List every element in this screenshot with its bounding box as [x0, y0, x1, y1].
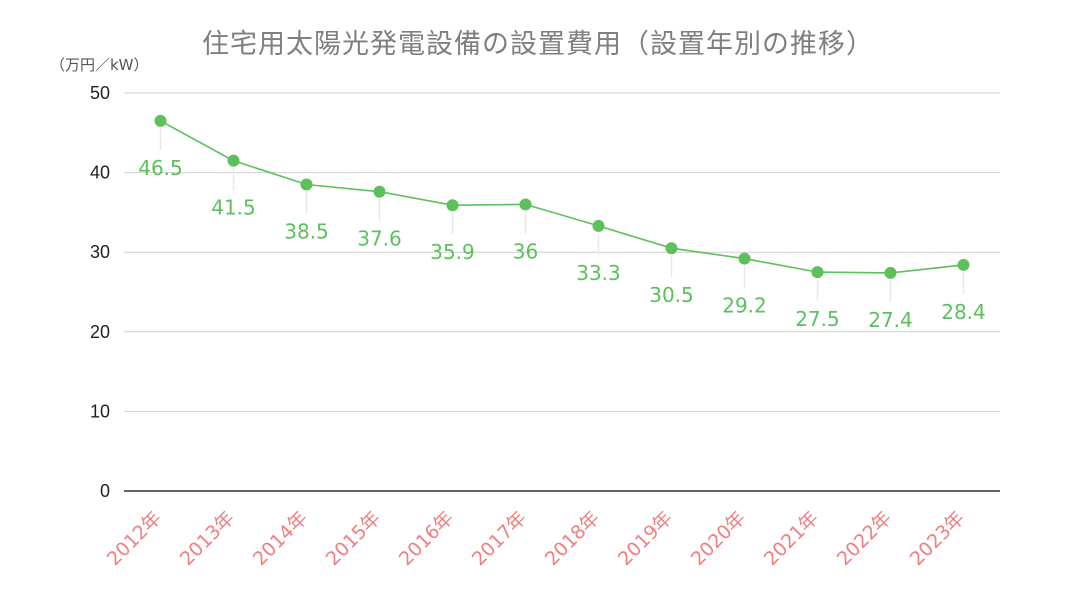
data-point: [738, 252, 751, 265]
data-point: [884, 266, 897, 279]
data-point: [811, 266, 824, 279]
data-point: [373, 185, 386, 198]
y-tick-label: 50: [90, 83, 110, 103]
x-tick-label: 2020年: [687, 507, 750, 570]
data-point: [154, 114, 167, 127]
data-label: 46.5: [138, 156, 183, 180]
data-labels: 46.5 41.5 38.5 37.6 35.9 36 33.3 30.5 29.2 27.5 27…: [138, 127, 986, 332]
series-line: [160, 120, 964, 274]
y-tick-label: 40: [90, 163, 110, 183]
data-point: [227, 154, 240, 167]
x-tick-label: 2018年: [541, 507, 604, 570]
data-point: [592, 219, 605, 232]
data-label: 37.6: [357, 227, 402, 251]
x-tick-label: 2017年: [468, 507, 531, 570]
x-tick-label: 2012年: [103, 507, 166, 570]
data-point: [519, 198, 532, 211]
data-points: [154, 114, 970, 279]
data-label: 36: [513, 239, 538, 263]
data-point: [446, 199, 459, 212]
x-tick-label: 2016年: [395, 507, 458, 570]
data-label: 29.2: [722, 294, 767, 318]
series-path: [160, 120, 964, 274]
data-label: 27.4: [868, 308, 913, 332]
y-tick-label: 30: [90, 242, 110, 262]
data-label: 28.4: [941, 300, 986, 324]
x-axis: 2012年 2013年 2014年 2015年 2016年 2017年 2018年 2019年…: [103, 490, 1000, 570]
x-tick-label: 2013年: [176, 507, 239, 570]
chart-title: 住宅用太陽光発電設備の設置費用（設置年別の推移）: [202, 29, 874, 60]
x-tick-label: 2023年: [906, 507, 969, 570]
gridlines: [124, 92, 1000, 412]
y-axis-unit-label: （万円／kW）: [50, 56, 149, 74]
data-label: 41.5: [211, 196, 256, 220]
data-label: 38.5: [284, 220, 329, 244]
y-axis: 0 10 20 30 40 50: [90, 83, 110, 501]
data-label: 33.3: [576, 261, 621, 285]
x-tick-label: 2014年: [249, 507, 312, 570]
data-point: [665, 242, 678, 255]
data-label: 30.5: [649, 283, 694, 307]
y-tick-label: 20: [90, 322, 110, 342]
data-point: [300, 178, 313, 191]
y-tick-label: 10: [90, 401, 110, 421]
x-tick-label: 2019年: [614, 507, 677, 570]
y-tick-label: 0: [100, 481, 110, 501]
x-tick-label: 2021年: [760, 507, 823, 570]
data-label: 27.5: [795, 307, 840, 331]
data-point: [957, 258, 970, 271]
data-label: 35.9: [430, 240, 475, 264]
x-tick-label: 2022年: [833, 507, 896, 570]
x-tick-label: 2015年: [322, 507, 385, 570]
